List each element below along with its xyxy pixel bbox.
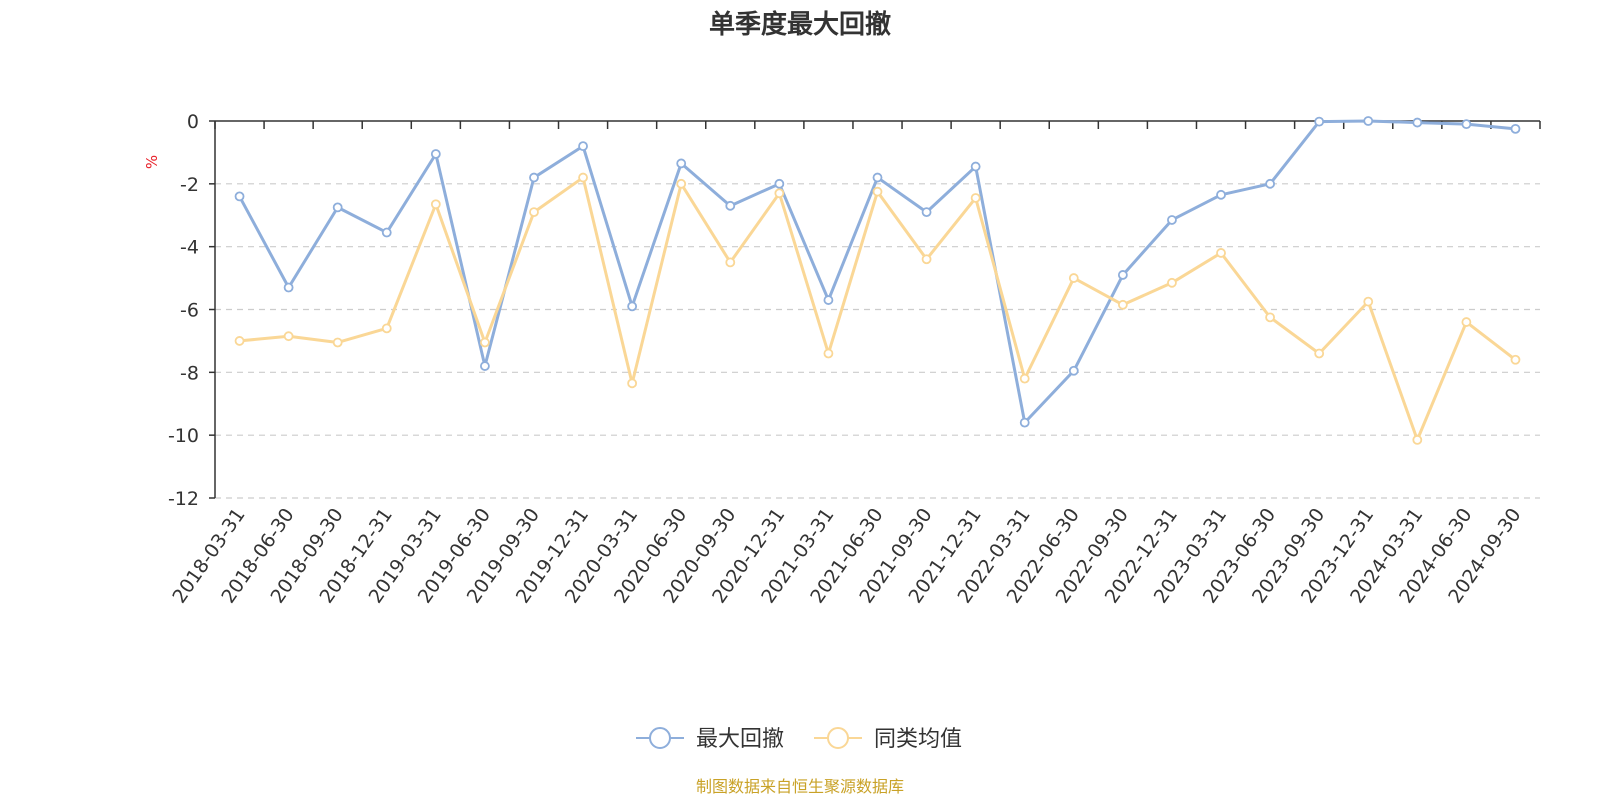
legend-circle-peer-average-icon <box>827 727 849 749</box>
data-point <box>1510 123 1521 134</box>
legend-circle-max-drawdown-icon <box>649 727 671 749</box>
data-point <box>1314 348 1325 359</box>
series-0 <box>234 116 1521 428</box>
data-point <box>1510 354 1521 365</box>
data-point <box>1117 270 1128 280</box>
series-1 <box>234 172 1521 445</box>
legend-label-max-drawdown: 最大回撤 <box>696 727 784 752</box>
series-line <box>238 119 1516 425</box>
y-axis-unit: % <box>143 155 161 169</box>
data-point <box>430 199 441 210</box>
data-point <box>872 186 883 197</box>
data-point <box>1412 117 1423 128</box>
data-point <box>725 257 736 268</box>
data-point <box>627 378 638 389</box>
legend-item-max-drawdown[interactable]: 最大回撤 <box>636 727 784 752</box>
data-point <box>823 295 834 305</box>
data-point <box>1363 116 1374 126</box>
data-point <box>1461 119 1472 130</box>
grid-lines <box>215 183 1540 499</box>
data-point <box>921 207 932 218</box>
y-tick-label: -2 <box>180 174 199 196</box>
data-point <box>823 348 834 359</box>
data-point <box>1412 434 1423 445</box>
data-point <box>381 227 392 238</box>
y-tick-label: -10 <box>168 425 199 447</box>
data-point <box>529 207 539 218</box>
data-point <box>578 141 588 152</box>
data-point <box>1068 273 1079 283</box>
data-point <box>676 178 687 189</box>
data-point <box>332 337 343 348</box>
chart-title: 单季度最大回撤 <box>709 9 891 40</box>
legend-label-peer-average: 同类均值 <box>874 727 962 752</box>
legend: 最大回撤 同类均值 <box>636 727 962 752</box>
data-point <box>725 200 736 211</box>
data-point <box>1167 215 1177 225</box>
data-point <box>529 172 539 183</box>
data-point <box>1265 312 1275 323</box>
y-tick-label: 0 <box>187 111 199 133</box>
data-point <box>1117 299 1128 310</box>
data-point <box>1019 417 1030 428</box>
data-point <box>1068 365 1079 376</box>
data-point <box>1019 373 1030 384</box>
series-line <box>239 176 1517 442</box>
data-point <box>921 254 932 265</box>
data-point <box>1265 178 1275 189</box>
data-point <box>283 282 294 293</box>
data-point <box>774 178 785 189</box>
data-point <box>332 202 343 213</box>
data-point <box>1216 189 1226 200</box>
series-lines <box>234 116 1521 445</box>
data-point <box>1314 116 1325 127</box>
y-tick-label: -8 <box>180 362 199 384</box>
data-point <box>480 337 490 348</box>
data-point <box>1216 248 1226 258</box>
data-point <box>774 188 785 199</box>
data-source-note: 制图数据来自恒生聚源数据库 <box>696 777 904 796</box>
data-point <box>430 149 441 159</box>
data-point <box>578 172 588 183</box>
y-tick-label: -6 <box>180 300 199 322</box>
data-point <box>872 172 883 183</box>
data-point <box>676 158 687 169</box>
data-point <box>381 323 392 334</box>
y-tick-labels: 0 -2 -4 -6 -8 -10 -12 <box>168 111 199 510</box>
data-point <box>970 161 981 172</box>
x-tick-labels: 2018-03-312018-06-302018-09-302018-12-31… <box>168 504 1525 607</box>
data-point <box>234 191 245 202</box>
data-point <box>1461 317 1472 327</box>
y-tick-label: -4 <box>180 237 199 259</box>
data-point <box>627 301 638 312</box>
data-point <box>283 331 294 342</box>
data-point <box>480 361 490 371</box>
data-point <box>1363 296 1374 307</box>
y-tick-label: -12 <box>168 488 199 510</box>
legend-item-peer-average[interactable]: 同类均值 <box>814 727 962 752</box>
data-point <box>970 193 981 203</box>
data-point <box>1167 277 1177 288</box>
data-point <box>234 336 245 346</box>
